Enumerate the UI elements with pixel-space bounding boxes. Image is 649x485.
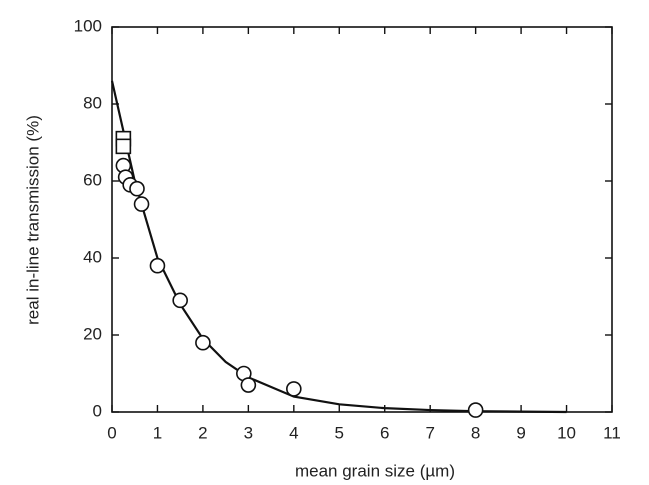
x-tick-label: 0: [107, 423, 116, 442]
x-tick-label: 9: [516, 423, 525, 442]
data-point: [286, 381, 302, 397]
y-tick-label: 100: [74, 16, 102, 35]
y-tick-label: 40: [83, 247, 102, 266]
data-point: [240, 377, 257, 393]
y-tick-label: 80: [83, 93, 102, 112]
data-point: [133, 196, 150, 212]
x-tick-label: 8: [471, 423, 480, 442]
x-tick-label: 10: [557, 423, 576, 442]
data-point-square: [115, 138, 132, 155]
x-axis-label: mean grain size (µm): [295, 461, 455, 480]
x-tick-label: 3: [244, 423, 253, 442]
x-tick-label: 1: [153, 423, 162, 442]
fit-curve: [110, 80, 567, 414]
x-tick-label: 11: [603, 423, 621, 442]
y-axis-label: real in-line transmission (%): [23, 115, 42, 325]
x-tick-label: 7: [425, 423, 434, 442]
data-point: [467, 402, 484, 418]
data-point: [195, 334, 211, 351]
x-tick-label: 4: [289, 423, 298, 442]
plot-frame: [111, 26, 613, 413]
data-point: [172, 292, 188, 309]
x-tick-label: 2: [198, 423, 207, 442]
data-point: [149, 257, 166, 274]
y-tick-label: 0: [93, 401, 102, 420]
data-point: [129, 180, 145, 197]
x-tick-label: 5: [335, 423, 344, 442]
y-tick-label: 20: [83, 324, 102, 343]
x-tick-label: 6: [380, 423, 389, 442]
y-tick-label: 60: [83, 170, 102, 189]
